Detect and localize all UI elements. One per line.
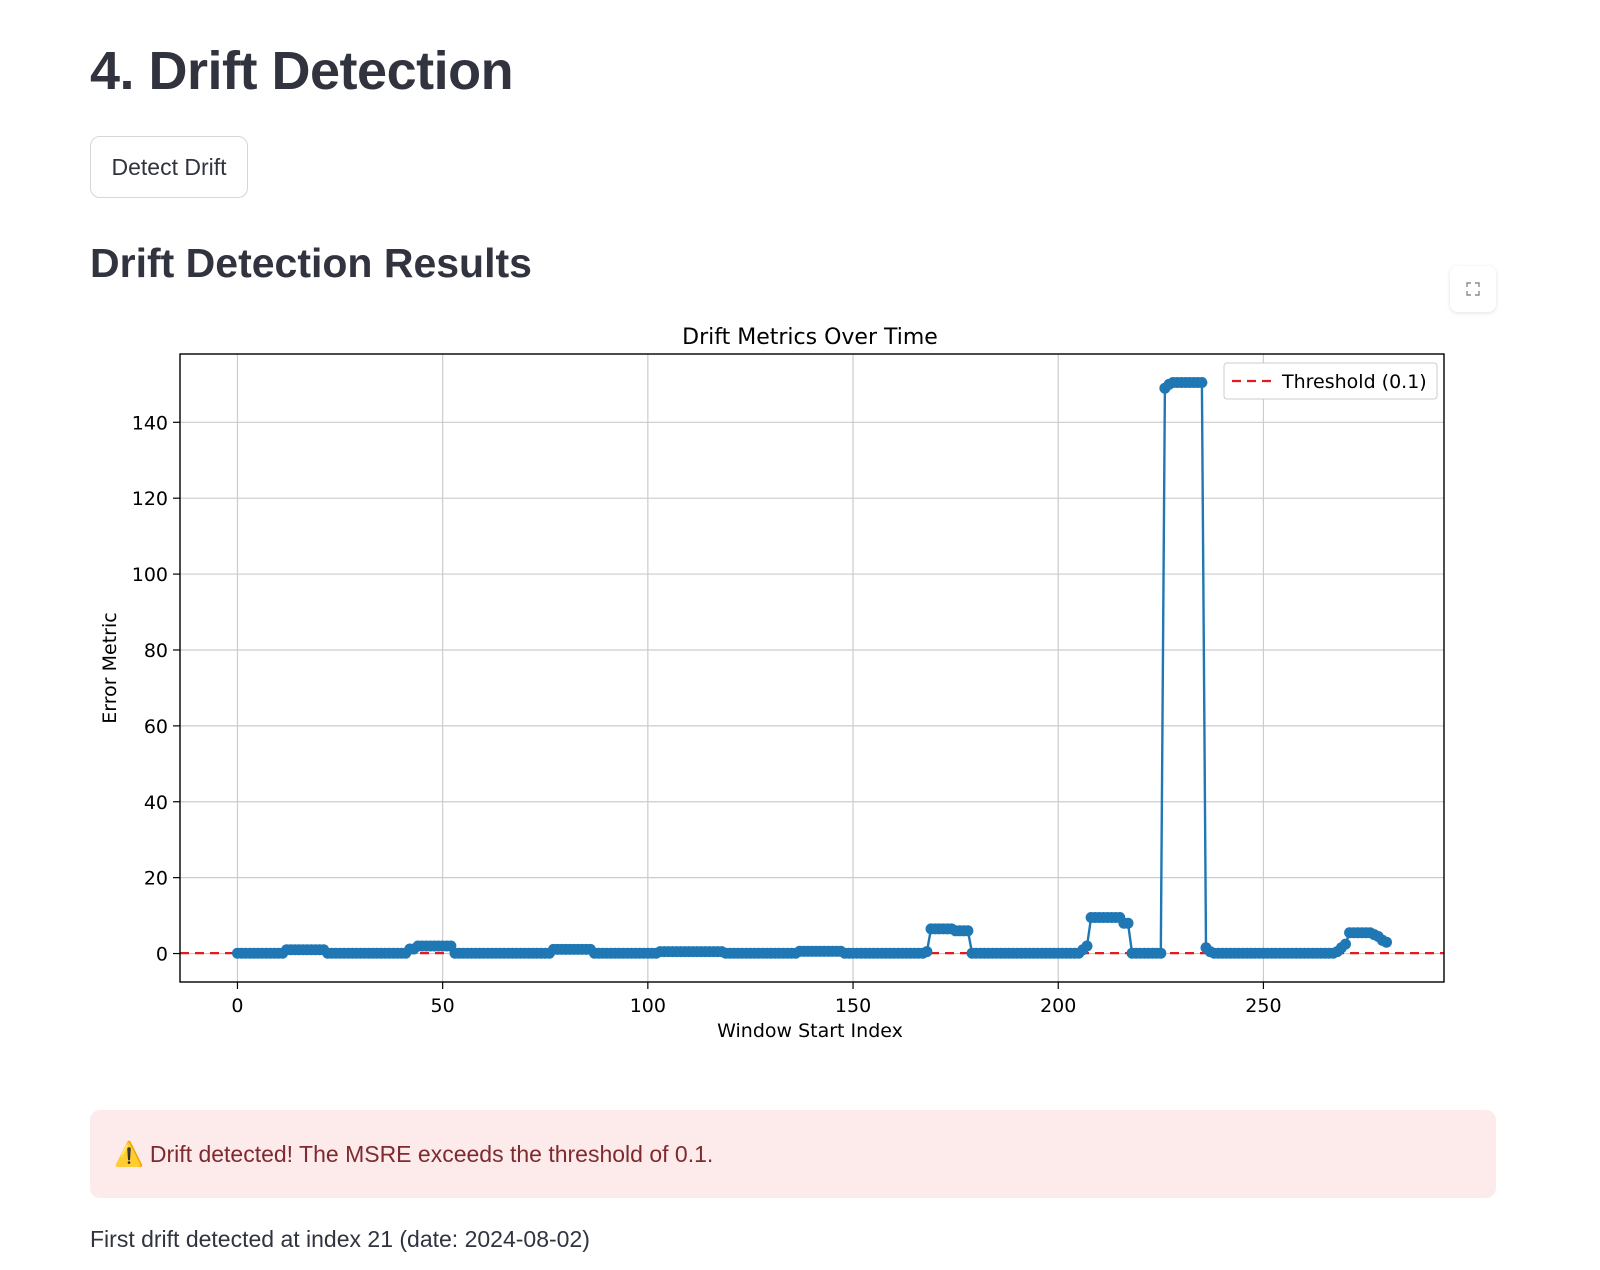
legend-threshold-label: Threshold (0.1) — [1281, 371, 1427, 393]
legend-box — [1223, 362, 1438, 400]
warning-icon: ⚠️ — [114, 1140, 144, 1168]
legend: Threshold (0.1) — [1223, 362, 1438, 400]
first-drift-text: First drift detected at index 21 (date: … — [90, 1226, 590, 1252]
x-tick-label: 150 — [835, 995, 871, 1017]
expand-icon — [1466, 282, 1480, 296]
metric-point — [962, 925, 974, 937]
metric-point — [1122, 917, 1134, 929]
results-title: Drift Detection Results — [90, 240, 532, 286]
x-axis-label: Window Start Index — [717, 1020, 903, 1042]
alert-text: Drift detected! The MSRE exceeds the thr… — [149, 1140, 714, 1167]
y-tick-label: 0 — [156, 944, 168, 966]
metric-point — [1381, 936, 1392, 948]
y-tick-label: 60 — [144, 716, 168, 738]
chart-title: Drift Metrics Over Time — [682, 325, 938, 350]
drift-alert: ⚠️ Drift detected! The MSRE exceeds the … — [90, 1110, 1496, 1198]
x-tick-label: 0 — [231, 995, 243, 1017]
y-tick-label: 100 — [132, 564, 168, 586]
y-axis-label: Error Metric — [99, 612, 121, 723]
plot-frame — [179, 353, 1445, 983]
metric-point — [1081, 940, 1093, 952]
y-tick-label: 120 — [132, 488, 168, 510]
y-tick-label: 140 — [132, 412, 168, 434]
metric-series-line — [237, 381, 1388, 955]
y-tick-label: 80 — [144, 640, 168, 662]
metric-point — [921, 946, 933, 958]
y-tick-label: 20 — [144, 868, 168, 890]
x-tick-label: 200 — [1040, 995, 1076, 1017]
metric-point — [1340, 938, 1351, 950]
fullscreen-button[interactable] — [1450, 266, 1496, 312]
detect-drift-button[interactable]: Detect Drift — [90, 136, 248, 198]
metric-point — [1155, 947, 1167, 959]
drift-metrics-chart: Drift Metrics Over Time 0 50 100 150 200 250 0… — [99, 325, 1445, 1042]
x-tick-label: 250 — [1245, 995, 1281, 1017]
x-tick-label: 50 — [431, 995, 455, 1017]
metric-point — [1196, 377, 1208, 388]
y-tick-label: 40 — [144, 792, 168, 814]
page-title: 4. Drift Detection — [90, 41, 514, 101]
x-tick-label: 100 — [630, 995, 666, 1017]
